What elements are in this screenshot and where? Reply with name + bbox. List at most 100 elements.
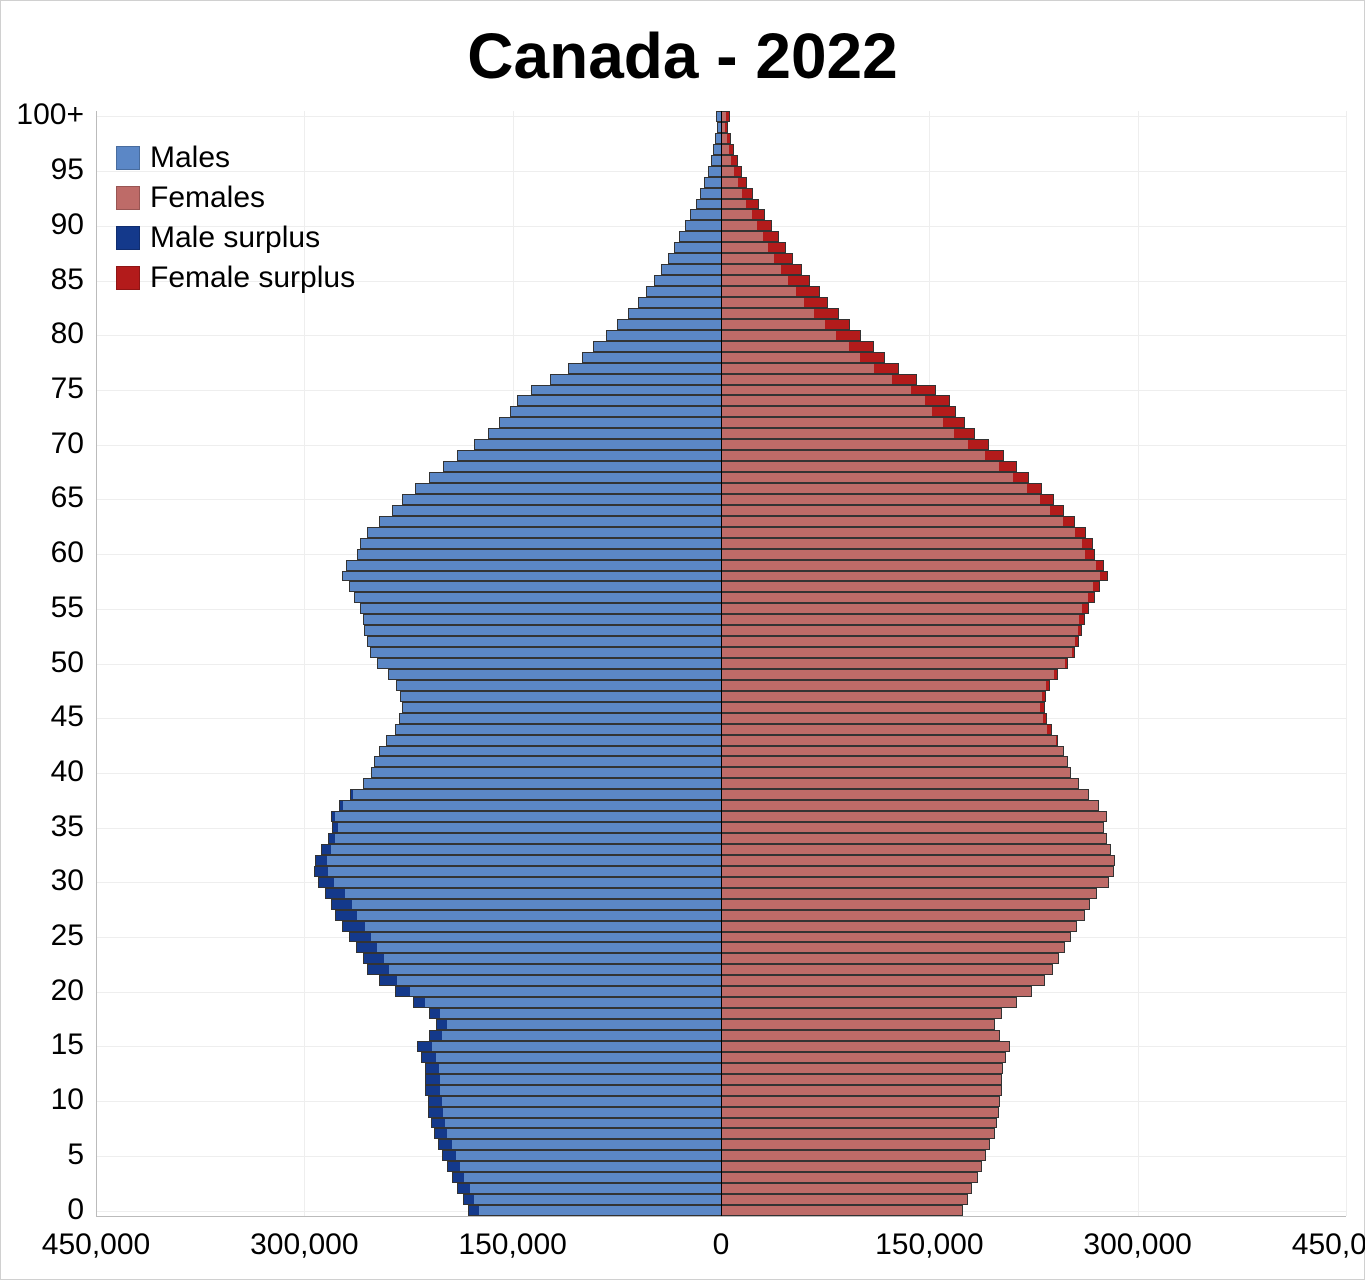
legend-label: Females — [150, 181, 265, 215]
y-tick-label: 40 — [1, 755, 84, 789]
female-bar — [721, 658, 1065, 669]
female-bar — [721, 385, 911, 396]
male-surplus-bar — [328, 833, 335, 844]
female-surplus-bar — [1096, 560, 1104, 571]
female-bar — [721, 330, 836, 341]
male-bar — [440, 1085, 721, 1096]
male-bar — [510, 406, 721, 417]
female-surplus-bar — [943, 417, 965, 428]
female-bar — [721, 767, 1071, 778]
male-surplus-bar — [413, 997, 426, 1008]
population-pyramid-chart: Canada - 2022 05101520253035404550556065… — [0, 0, 1365, 1280]
x-tick-label: 300,000 — [1048, 1228, 1228, 1262]
male-bar — [410, 986, 721, 997]
male-surplus-bar — [318, 877, 333, 888]
male-bar — [363, 614, 721, 625]
female-bar — [721, 319, 825, 330]
female-bar — [721, 1030, 1000, 1041]
male-bar — [674, 242, 721, 253]
female-bar — [721, 855, 1115, 866]
female-bar — [721, 735, 1056, 746]
male-bar — [474, 439, 721, 450]
female-bar — [721, 680, 1046, 691]
male-bar — [377, 658, 721, 669]
female-bar — [721, 1019, 995, 1030]
male-surplus-bar — [349, 932, 371, 943]
female-surplus-bar — [968, 439, 989, 450]
male-surplus-bar — [429, 1008, 440, 1019]
center-axis-line — [721, 111, 722, 1216]
female-bar — [721, 1118, 997, 1129]
female-surplus-bar — [752, 209, 766, 220]
male-bar — [442, 1096, 721, 1107]
female-bar — [721, 811, 1107, 822]
male-surplus-bar — [442, 1150, 456, 1161]
male-bar — [713, 144, 721, 155]
female-surplus-bar — [1054, 669, 1058, 680]
male-surplus-bar — [468, 1205, 479, 1216]
legend-item: Female surplus — [116, 261, 355, 295]
female-bar — [721, 177, 738, 188]
y-tick-label: 80 — [1, 317, 84, 351]
male-surplus-bar — [321, 844, 331, 855]
female-bar — [721, 297, 804, 308]
male-bar — [445, 1118, 721, 1129]
female-bar — [721, 822, 1104, 833]
male-surplus-bar — [434, 1128, 448, 1139]
male-bar — [379, 746, 721, 757]
female-surplus-bar — [1047, 724, 1051, 735]
female-surplus-bar — [1065, 658, 1068, 669]
female-bar — [721, 144, 729, 155]
male-bar — [432, 1041, 721, 1052]
male-bar — [345, 888, 721, 899]
female-surplus-bar — [763, 231, 780, 242]
x-tick-label: 450,000 — [1256, 1228, 1365, 1262]
male-bar — [440, 1008, 721, 1019]
female-bar — [721, 188, 742, 199]
female-surplus-bar — [1063, 746, 1064, 757]
female-bar — [721, 417, 943, 428]
y-tick-label: 65 — [1, 481, 84, 515]
female-surplus-bar — [774, 253, 793, 264]
male-bar — [442, 1030, 721, 1041]
male-surplus-bar — [438, 1139, 452, 1150]
female-bar — [721, 1183, 972, 1194]
legend-swatch — [116, 226, 140, 250]
male-surplus-bar — [339, 800, 343, 811]
male-surplus-bar — [314, 866, 328, 877]
female-surplus-bar — [932, 406, 956, 417]
gridline-vertical — [1346, 111, 1347, 1216]
female-surplus-bar — [731, 155, 738, 166]
male-surplus-bar — [363, 953, 384, 964]
female-bar — [721, 395, 925, 406]
female-surplus-bar — [1075, 636, 1079, 647]
female-bar — [721, 242, 768, 253]
female-surplus-bar — [1043, 713, 1047, 724]
female-surplus-bar — [1050, 505, 1064, 516]
male-bar — [440, 1074, 721, 1085]
y-tick-label: 70 — [1, 427, 84, 461]
male-bar — [582, 352, 721, 363]
female-bar — [721, 483, 1027, 494]
female-surplus-bar — [738, 177, 748, 188]
female-bar — [721, 636, 1075, 647]
female-surplus-bar — [729, 144, 735, 155]
legend-swatch — [116, 146, 140, 170]
female-bar — [721, 724, 1047, 735]
female-surplus-bar — [954, 428, 975, 439]
female-bar — [721, 308, 814, 319]
male-bar — [668, 253, 721, 264]
male-surplus-bar — [452, 1172, 465, 1183]
male-bar — [400, 691, 721, 702]
male-surplus-bar — [332, 822, 338, 833]
male-bar — [470, 1183, 721, 1194]
female-bar — [721, 1139, 990, 1150]
male-bar — [488, 428, 721, 439]
legend-item: Females — [116, 181, 355, 215]
female-surplus-bar — [892, 374, 917, 385]
female-surplus-bar — [1088, 592, 1095, 603]
male-bar — [531, 385, 721, 396]
female-surplus-bar — [726, 111, 730, 122]
male-bar — [696, 199, 721, 210]
female-surplus-bar — [1082, 538, 1093, 549]
